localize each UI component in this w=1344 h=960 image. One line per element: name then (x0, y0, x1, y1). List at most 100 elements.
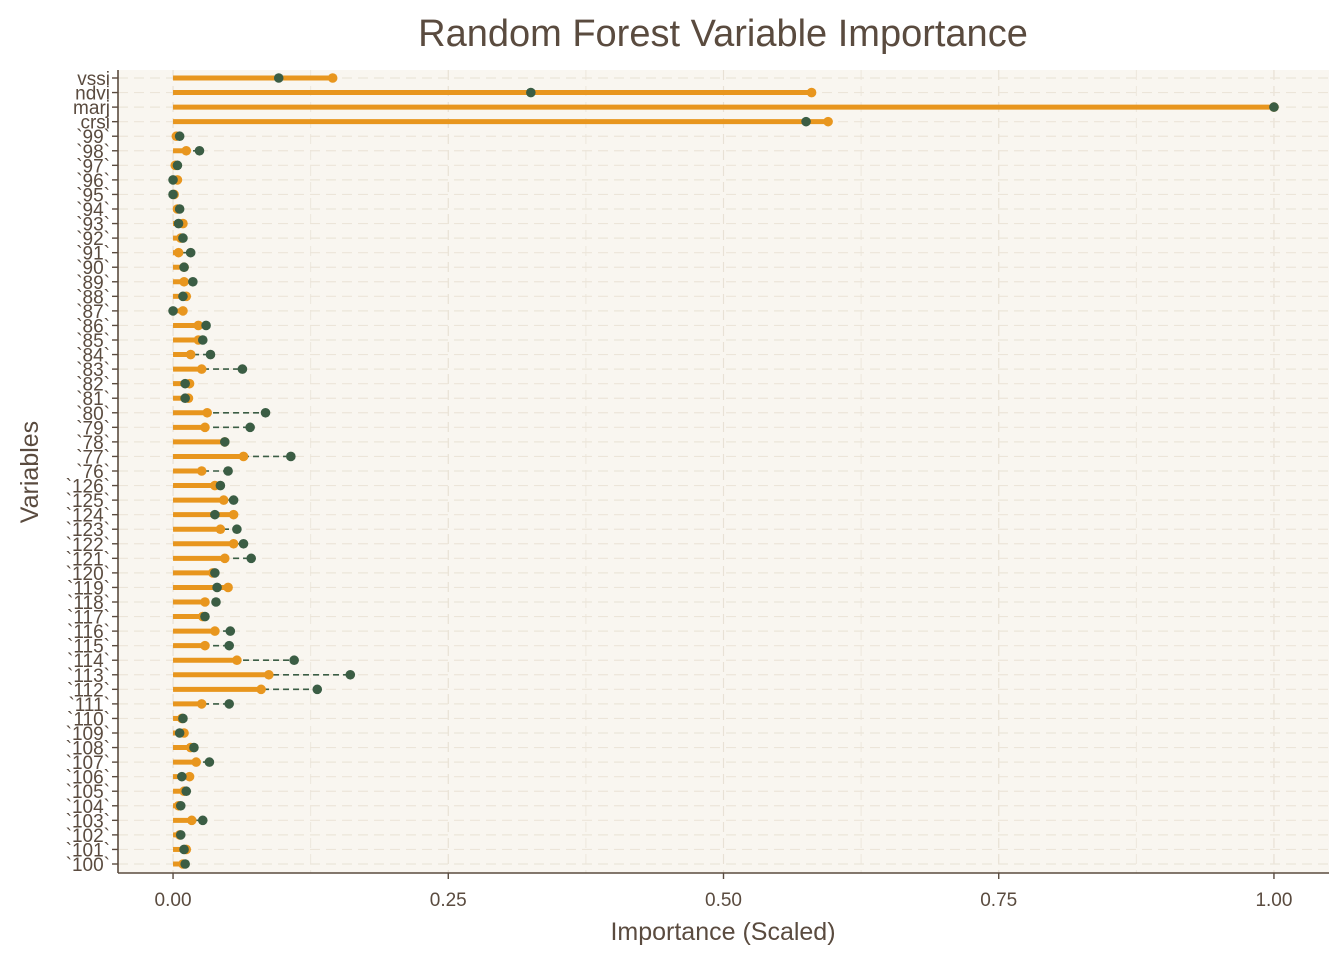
series-b-point (801, 116, 811, 127)
series-a-point (200, 597, 210, 607)
series-b-point (219, 437, 230, 447)
series-b-point (180, 378, 190, 389)
series-b-point (200, 611, 210, 622)
y-tick-label: `99` (76, 127, 110, 148)
series-a-point (218, 495, 229, 505)
series-a-point (184, 771, 195, 782)
y-tick-label: `76` (76, 462, 110, 483)
y-tick-label: `126` (66, 477, 110, 498)
series-b-point (168, 175, 178, 185)
series-b-point (188, 276, 198, 287)
y-tick-label: `119` (67, 578, 110, 599)
series-b-point (177, 771, 187, 782)
y-tick-label: `118` (67, 593, 110, 614)
y-tick-label: `120` (66, 564, 110, 585)
series-b-point (174, 204, 185, 214)
y-tick-label: `97` (76, 156, 110, 177)
y-tick-label: `105` (66, 782, 110, 803)
series-b-point (289, 655, 299, 666)
series-a-point (823, 116, 833, 127)
series-b-point (312, 684, 323, 695)
y-tick-label: `124` (66, 506, 110, 527)
series-a-point (191, 757, 201, 767)
series-a-point (200, 640, 210, 651)
series-a-point (185, 349, 196, 360)
series-b-point (180, 859, 190, 869)
y-tick-label: vssi (77, 69, 110, 90)
series-b-point (260, 407, 271, 418)
y-tick-label: `108` (66, 739, 110, 760)
chart-title: Random Forest Variable Importance (418, 13, 1028, 55)
series-b-point (210, 568, 220, 578)
y-tick-label: `85` (76, 331, 110, 352)
series-b-point (175, 800, 186, 811)
series-a-point (219, 553, 230, 564)
series-a-point (238, 451, 249, 462)
y-tick-label: `114` (67, 651, 110, 672)
y-tick-label: `79` (76, 418, 110, 439)
series-a-point (256, 684, 266, 695)
y-tick-label: `106` (66, 768, 110, 789)
x-tick-label: 0.25 (430, 890, 467, 911)
series-b-point (526, 87, 536, 98)
series-a-point (264, 669, 274, 680)
series-b-point (238, 538, 249, 549)
y-tick-label: `113` (67, 666, 110, 687)
series-b-point (185, 247, 196, 258)
x-axis-ticks: 0.00 0.25 0.50 0.75 1.00 (155, 873, 1292, 911)
y-tick-label: `84` (76, 346, 110, 367)
series-a-point (193, 320, 204, 331)
series-a-point (202, 407, 212, 418)
series-b-point (210, 509, 220, 520)
y-tick-label: `125` (66, 491, 110, 512)
series-b-point (225, 626, 236, 636)
y-axis-ticks: vssindvimarjcrsi`99``98``97``96``95``94`… (66, 69, 118, 876)
series-a-point (196, 466, 207, 476)
series-b-point (181, 786, 192, 797)
series-b-point (205, 349, 216, 360)
series-b-point (245, 422, 255, 433)
y-tick-label: `88` (76, 287, 110, 308)
series-b-point (178, 291, 188, 302)
series-b-point (178, 233, 188, 243)
y-tick-label: `100` (66, 855, 110, 876)
y-tick-label: crsi (80, 113, 110, 134)
series-b-point (178, 713, 188, 724)
series-b-point (211, 597, 221, 607)
series-b-point (224, 699, 234, 709)
y-tick-label: `101` (66, 840, 110, 861)
series-a-point (178, 306, 188, 316)
series-b-point (273, 73, 284, 83)
series-b-point (212, 582, 222, 593)
y-tick-label: `121` (66, 549, 110, 570)
y-tick-label: `83` (76, 360, 110, 381)
series-a-point (228, 509, 239, 520)
y-tick-label: `77` (76, 447, 110, 468)
series-a-point (228, 538, 239, 549)
y-tick-label: `102` (66, 826, 110, 847)
y-tick-label: `117` (67, 608, 110, 629)
series-b-point (1269, 102, 1279, 112)
series-b-point (173, 218, 184, 229)
series-a-point (196, 699, 207, 709)
series-b-point (197, 335, 208, 345)
y-tick-label: `82` (76, 375, 110, 396)
y-tick-label: `110` (67, 709, 110, 730)
series-a-point (327, 73, 338, 83)
series-a-point (215, 524, 226, 535)
y-tick-label: `95` (76, 185, 110, 206)
y-tick-label: `122` (66, 535, 110, 556)
series-a-point (210, 626, 220, 636)
y-tick-label: `89` (76, 273, 110, 294)
y-tick-label: `78` (76, 433, 110, 454)
series-a-point (223, 582, 233, 593)
y-tick-label: `91` (76, 244, 110, 265)
y-tick-label: `107` (66, 753, 110, 774)
series-b-point (168, 306, 178, 316)
series-a-point (806, 87, 817, 98)
x-tick-label: 0.75 (980, 890, 1017, 911)
y-tick-label: marj (73, 98, 110, 119)
series-b-point (189, 742, 199, 753)
x-tick-label: 0.00 (155, 890, 192, 911)
